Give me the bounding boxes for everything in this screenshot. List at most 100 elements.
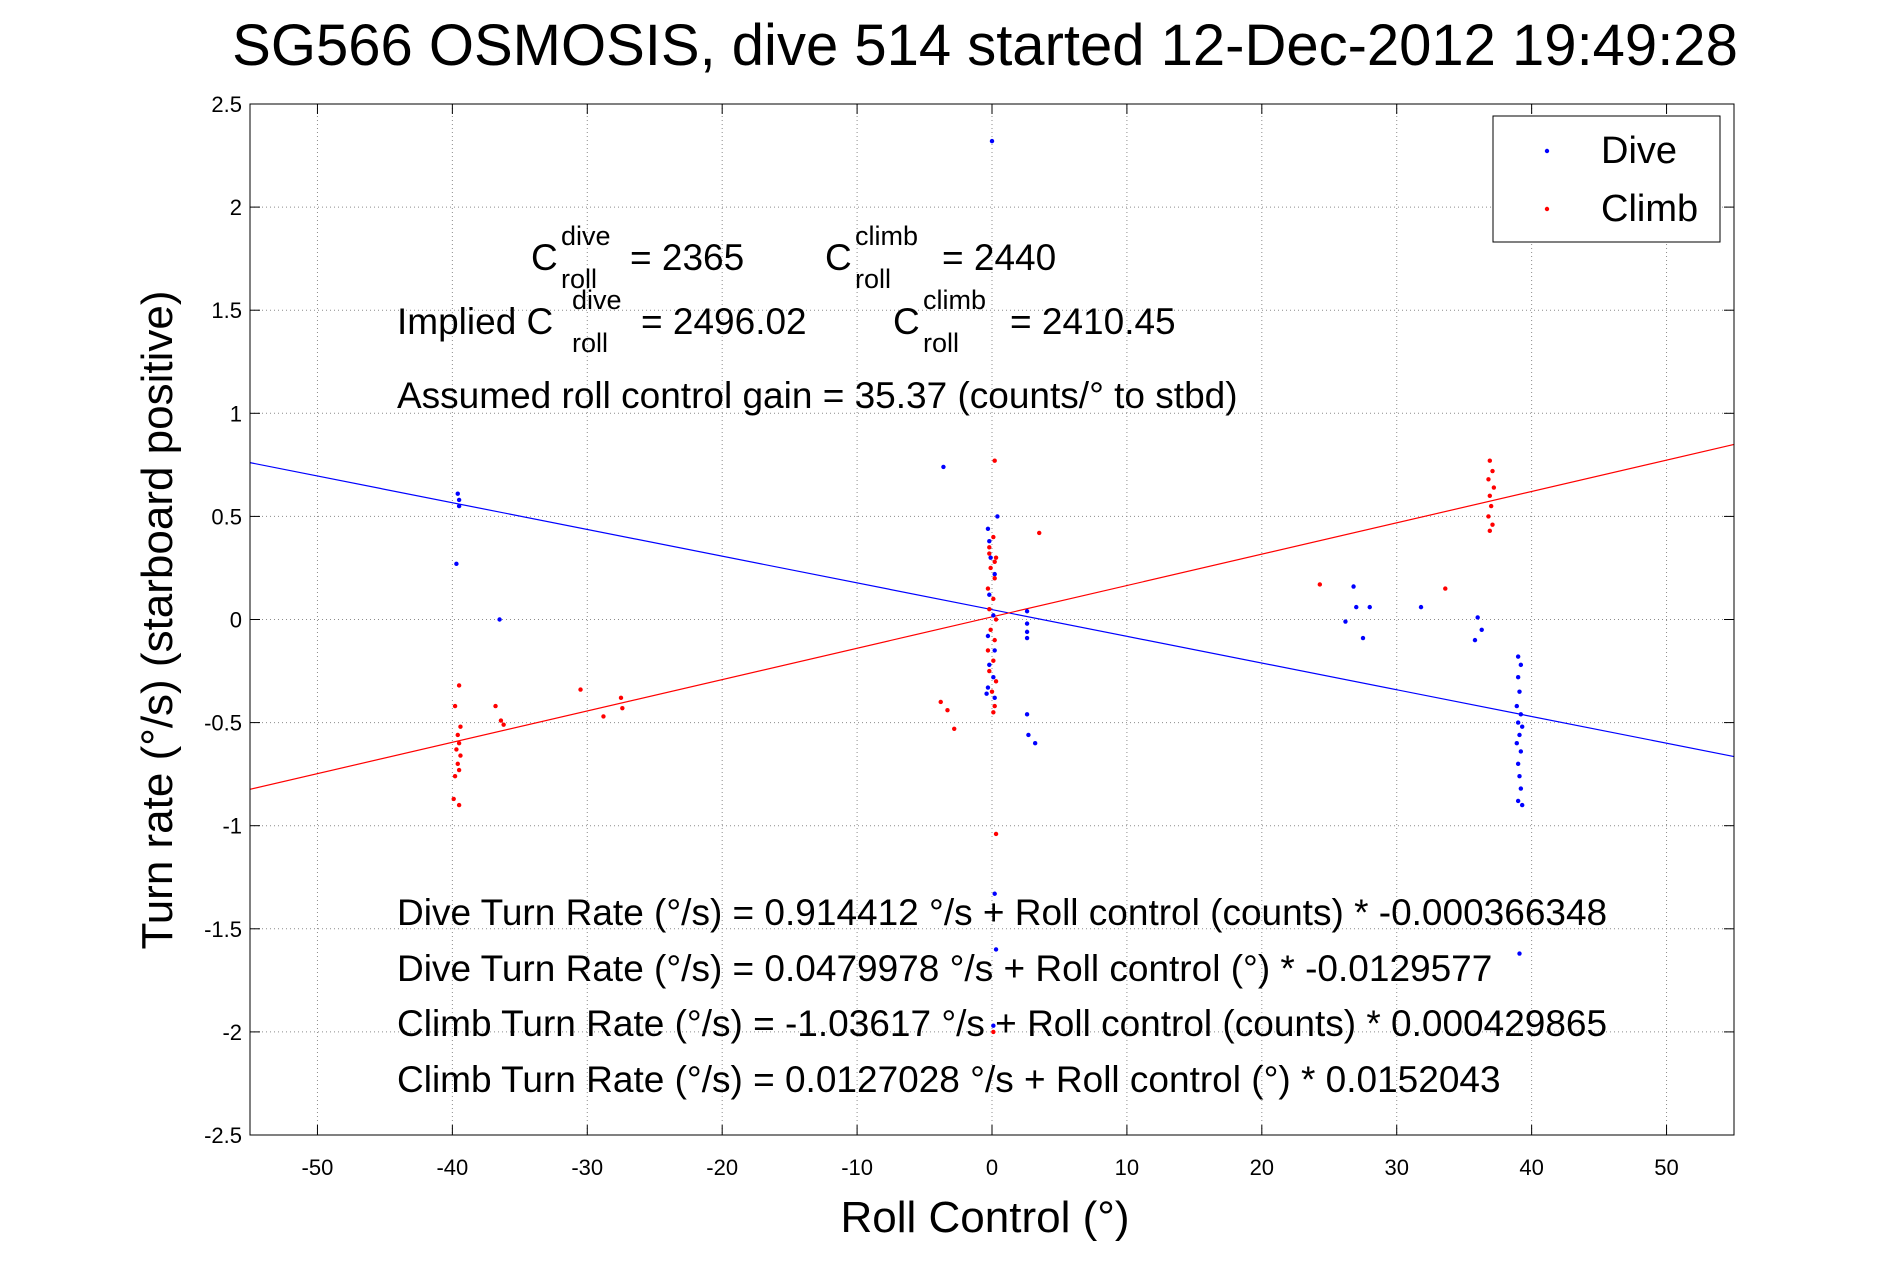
data-point <box>991 710 996 715</box>
data-point <box>992 571 997 577</box>
data-point <box>991 1023 996 1028</box>
data-point <box>452 774 458 779</box>
data-point <box>1024 609 1030 614</box>
data-point <box>1487 458 1493 463</box>
data-point <box>1519 724 1525 729</box>
data-point <box>1486 514 1491 519</box>
legend-dive-marker <box>1544 148 1550 154</box>
data-point <box>1515 761 1521 767</box>
data-point <box>451 796 456 802</box>
data-point <box>988 565 993 571</box>
data-point <box>993 831 999 837</box>
c-climb-sub: roll <box>855 264 891 294</box>
data-point <box>452 703 458 709</box>
equation-dive-counts: Dive Turn Rate (°/s) = 0.914412 °/s + Ro… <box>397 892 1607 933</box>
data-point <box>992 648 997 653</box>
x-tick-label: 30 <box>1384 1155 1408 1180</box>
implied-climb-base: C <box>893 301 920 342</box>
data-point <box>987 545 992 550</box>
data-point <box>578 687 583 692</box>
chart-title: SG566 OSMOSIS, dive 514 started 12-Dec-2… <box>232 13 1738 78</box>
x-tick-label: 50 <box>1654 1155 1678 1180</box>
legend-dive-label: Dive <box>1601 130 1677 172</box>
data-point <box>455 761 460 767</box>
data-point <box>991 534 996 540</box>
data-point <box>988 555 993 560</box>
data-point <box>1037 530 1042 536</box>
data-point <box>992 458 997 463</box>
data-point <box>1514 703 1519 709</box>
data-point <box>601 714 606 719</box>
data-point <box>1475 615 1480 620</box>
equation-climb-counts: Climb Turn Rate (°/s) = -1.03617 °/s + R… <box>397 1003 1607 1044</box>
data-point <box>987 538 992 544</box>
y-tick-label: -0.5 <box>204 711 242 736</box>
data-point <box>1024 629 1030 635</box>
data-point <box>498 718 504 723</box>
data-point <box>988 627 993 633</box>
data-point <box>456 802 462 808</box>
y-tick-label: 0 <box>230 608 242 633</box>
data-point <box>993 555 999 560</box>
data-point <box>1354 604 1359 610</box>
data-point <box>456 683 462 688</box>
data-point <box>501 722 506 727</box>
data-point <box>1024 621 1030 626</box>
data-point <box>1487 493 1493 498</box>
x-tick-label: -10 <box>841 1155 873 1180</box>
data-point <box>992 703 997 709</box>
data-point <box>1518 662 1524 668</box>
data-point <box>1518 786 1524 791</box>
y-tick-label: -1 <box>222 814 242 839</box>
data-point <box>620 705 625 711</box>
data-point <box>1490 522 1495 527</box>
equation-dive-degrees: Dive Turn Rate (°/s) = 0.0479978 °/s + R… <box>397 948 1492 989</box>
x-tick-label: 40 <box>1519 1155 1543 1180</box>
c-dive-sup: dive <box>561 221 611 251</box>
data-point <box>493 703 498 709</box>
x-tick-label: 10 <box>1115 1155 1139 1180</box>
data-point <box>1515 798 1521 804</box>
data-point <box>1343 619 1348 624</box>
data-point <box>989 689 995 694</box>
data-point <box>454 561 459 567</box>
data-point <box>454 747 459 752</box>
data-point <box>455 491 460 496</box>
roll-gain-note: Assumed roll control gain = 35.37 (count… <box>397 375 1238 416</box>
plot-frame <box>249 103 1735 1136</box>
implied-prefix: Implied C <box>397 301 553 342</box>
data-point <box>985 526 991 531</box>
implied-dive-sub: roll <box>572 328 608 358</box>
data-point <box>1024 635 1030 641</box>
data-point <box>456 497 462 503</box>
x-axis-label: Roll Control (°) <box>841 1193 1130 1242</box>
data-point <box>987 668 992 674</box>
data-point <box>1486 477 1491 482</box>
implied-dive-sup: dive <box>572 285 622 315</box>
data-point <box>1488 503 1494 509</box>
data-point <box>992 891 997 896</box>
fit-line <box>249 462 1735 758</box>
y-tick-label: 0.5 <box>211 504 242 529</box>
data-point <box>1479 627 1484 633</box>
data-point <box>618 695 624 701</box>
data-point <box>987 592 992 597</box>
c-roll-dive: C dive roll = 2365 <box>531 221 744 294</box>
data-point <box>1026 732 1031 738</box>
x-tick-label: -50 <box>302 1155 334 1180</box>
data-point <box>989 138 995 144</box>
data-point <box>987 662 992 668</box>
data-point <box>1518 749 1524 754</box>
data-point <box>991 1029 996 1035</box>
data-point <box>991 613 996 618</box>
x-tick-label: -30 <box>571 1155 603 1180</box>
data-point <box>456 767 462 773</box>
data-point <box>497 617 502 622</box>
data-point <box>456 503 462 509</box>
y-tick-label: -1.5 <box>204 917 242 942</box>
data-point <box>1517 732 1522 738</box>
legend-box <box>1492 115 1721 243</box>
data-point <box>1443 586 1448 591</box>
x-tick-label: -20 <box>706 1155 738 1180</box>
implied-dive-value: = 2496.02 <box>641 301 807 342</box>
